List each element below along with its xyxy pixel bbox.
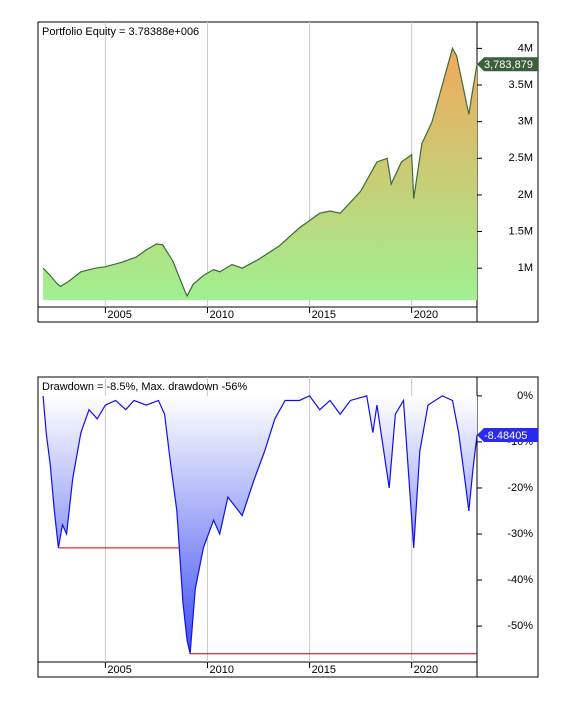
panel-title: Drawdown = -8.5%, Max. drawdown -56%	[42, 381, 247, 393]
y-tick-label: -30%	[507, 528, 533, 540]
panel-title: Portfolio Equity = 3.78388e+006	[42, 26, 199, 38]
x-tick-label: 2015	[312, 664, 336, 676]
area	[43, 48, 478, 300]
y-tick-label: 1.5M	[509, 225, 533, 237]
last-value-label: -8.48405	[484, 430, 527, 442]
x-tick-label: 2005	[107, 309, 131, 321]
last-value-tag	[477, 427, 538, 442]
series-line	[42, 46, 478, 298]
x-tick-label: 2020	[414, 664, 438, 676]
max-drawdown-line	[58, 547, 477, 655]
x-tick-label: 2020	[414, 309, 438, 321]
y-tick-label: 4M	[518, 42, 533, 54]
area	[43, 395, 478, 654]
x-tick-label: 2010	[209, 664, 233, 676]
y-tick-label: -50%	[507, 620, 533, 632]
x-tick-label: 2005	[107, 664, 131, 676]
y-tick-label: 3M	[518, 116, 533, 128]
y-tick-label: 2.5M	[509, 152, 533, 164]
y-tick-label: -20%	[507, 482, 533, 494]
series-line	[42, 395, 478, 654]
last-value-label: 3,783,879	[484, 59, 533, 71]
last-value-tag	[477, 57, 538, 72]
y-tick-label: 3.5M	[509, 79, 533, 91]
y-tick-label: -40%	[507, 574, 533, 586]
x-tick-label: 2010	[209, 309, 233, 321]
y-tick-label: 2M	[518, 189, 533, 201]
y-tick-label: 1M	[518, 262, 533, 274]
y-tick-label: 0%	[517, 390, 533, 402]
panel-frame	[37, 376, 539, 678]
x-tick-label: 2015	[312, 309, 336, 321]
